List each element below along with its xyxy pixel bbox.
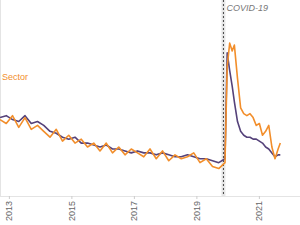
series-line bbox=[0, 53, 280, 163]
x-tick bbox=[259, 196, 260, 199]
x-axis-line bbox=[0, 196, 300, 197]
x-tick-label: 2017 bbox=[129, 201, 139, 221]
annotation-line bbox=[223, 0, 224, 196]
y-axis-line bbox=[0, 0, 1, 196]
annotation-text: COVID-19 bbox=[226, 3, 268, 13]
chart: 2013 2015 2017 2019 2021 COVID-19 Sector bbox=[0, 0, 300, 225]
x-tick-label: 2015 bbox=[67, 201, 77, 221]
x-tick bbox=[71, 196, 72, 199]
x-tick-label: 2019 bbox=[192, 201, 202, 221]
x-tick bbox=[134, 196, 135, 199]
x-tick bbox=[9, 196, 10, 199]
series-line bbox=[0, 43, 280, 168]
plot-area bbox=[0, 43, 280, 168]
x-tick-label: 2021 bbox=[254, 201, 264, 221]
x-tick bbox=[196, 196, 197, 199]
x-tick-label: 2013 bbox=[4, 201, 14, 221]
series-label: Sector bbox=[2, 72, 28, 82]
annotation-band bbox=[221, 0, 225, 196]
